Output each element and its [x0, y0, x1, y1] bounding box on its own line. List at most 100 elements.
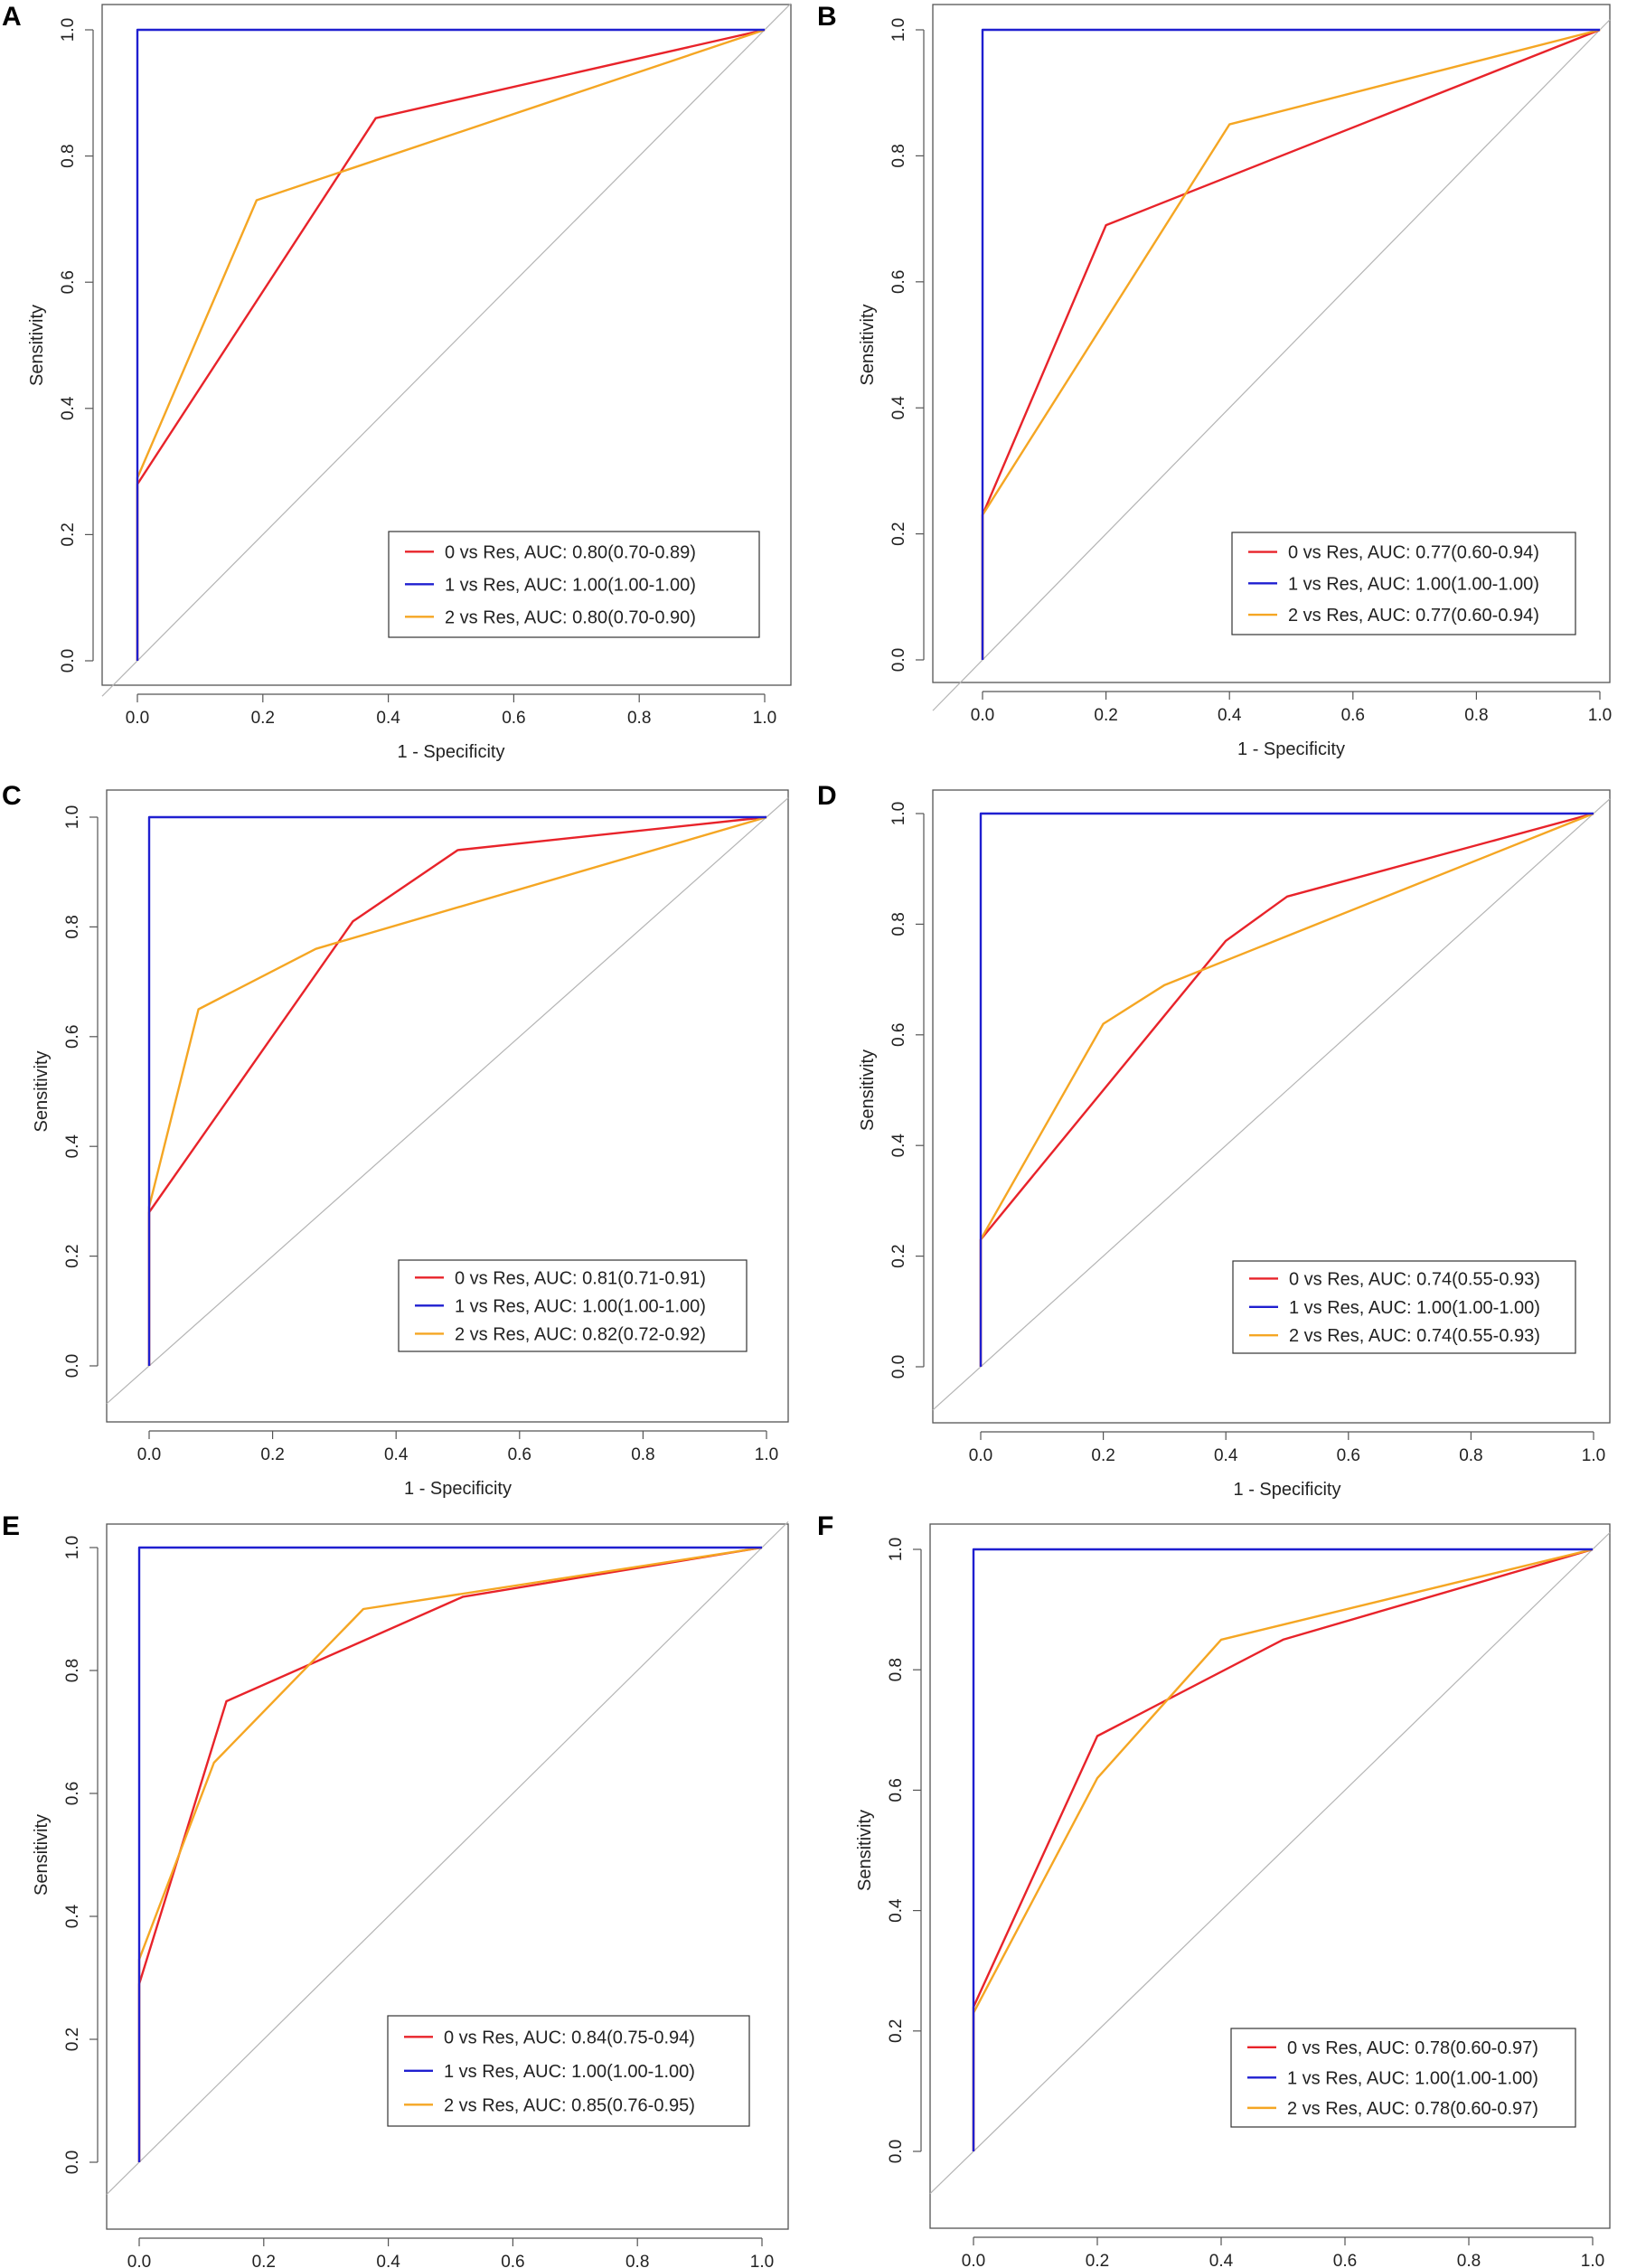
legend-box-e — [387, 2015, 750, 2127]
x-tick-label-d-0: 0.0 — [969, 1446, 992, 1465]
y-tick-label-c-0: 0.0 — [63, 1354, 82, 1378]
y-tick-label-c-2: 0.4 — [63, 1134, 82, 1159]
legend-box-d — [1232, 1260, 1576, 1354]
legend-entry-e-2: 2 vs Res, AUC: 0.85(0.76-0.95) — [444, 2095, 695, 2115]
x-tick-label-c-1: 0.2 — [260, 1445, 284, 1464]
roc-curve-c-blue — [147, 815, 766, 1366]
y-tick-label-c-4: 0.8 — [63, 915, 82, 938]
x-tick-label-c-2: 0.4 — [384, 1445, 409, 1464]
y-tick-label-e-0: 0.0 — [63, 2150, 82, 2174]
legend-entry-b-1: 1 vs Res, AUC: 1.00(1.00-1.00) — [1288, 574, 1539, 594]
legend-entry-d-0: 0 vs Res, AUC: 0.74(0.55-0.93) — [1289, 1269, 1540, 1289]
diagonal-reference-b — [932, 19, 1611, 711]
x-tick-label-e-3: 0.6 — [501, 2253, 524, 2268]
x-tick-label-b-4: 0.8 — [1464, 706, 1488, 725]
roc-curve-b-blue — [981, 28, 1600, 660]
panel-label-f: F — [817, 1511, 834, 1541]
y-tick-label-f-5: 1.0 — [887, 1538, 906, 1561]
y-tick-label-d-1: 0.2 — [889, 1244, 908, 1267]
x-tick-label-b-5: 1.0 — [1588, 706, 1612, 725]
y-tick-label-a-4: 0.8 — [59, 144, 78, 167]
panel-label-d: D — [817, 781, 837, 811]
x-tick-label-c-0: 0.0 — [137, 1445, 161, 1464]
y-tick-label-f-4: 0.8 — [887, 1658, 906, 1681]
plot-frame-b — [932, 4, 1611, 683]
x-tick-label-a-5: 1.0 — [753, 709, 776, 728]
y-tick-label-a-1: 0.2 — [59, 522, 78, 546]
panel-label-a: A — [2, 2, 22, 32]
x-tick-label-e-5: 1.0 — [750, 2253, 774, 2268]
x-axis-label-b: 1 - Specificity — [1237, 739, 1345, 759]
y-axis-label-d: Sensitivity — [858, 1049, 878, 1131]
y-tick-label-f-3: 0.6 — [887, 1778, 906, 1802]
plot-frame-d — [932, 789, 1611, 1424]
legend-entry-f-0: 0 vs Res, AUC: 0.78(0.60-0.97) — [1287, 2038, 1538, 2058]
x-tick-label-e-2: 0.4 — [376, 2253, 400, 2268]
legend-entry-f-2: 2 vs Res, AUC: 0.78(0.60-0.97) — [1287, 2099, 1538, 2119]
panel-label-e: E — [2, 1511, 21, 1541]
x-tick-label-b-1: 0.2 — [1094, 706, 1117, 725]
y-tick-label-d-5: 1.0 — [889, 802, 908, 825]
y-axis-label-f: Sensitivity — [855, 1810, 875, 1891]
x-tick-label-b-3: 0.6 — [1341, 706, 1365, 725]
y-tick-label-b-5: 1.0 — [889, 18, 908, 42]
x-tick-label-f-3: 0.6 — [1333, 2252, 1357, 2268]
x-tick-label-a-1: 0.2 — [251, 709, 275, 728]
x-tick-label-f-2: 0.4 — [1209, 2252, 1234, 2268]
y-tick-label-a-5: 1.0 — [59, 18, 78, 42]
y-tick-label-b-4: 0.8 — [889, 144, 908, 167]
y-axis-label-a: Sensitivity — [27, 305, 47, 386]
legend-entry-c-0: 0 vs Res, AUC: 0.81(0.71-0.91) — [455, 1268, 706, 1288]
x-tick-label-d-1: 0.2 — [1091, 1446, 1114, 1465]
y-tick-label-c-5: 1.0 — [63, 805, 82, 829]
y-tick-label-d-3: 0.6 — [889, 1023, 908, 1047]
diagonal-reference-c — [106, 797, 789, 1405]
x-tick-label-e-4: 0.8 — [625, 2253, 649, 2268]
x-tick-label-d-2: 0.4 — [1214, 1446, 1238, 1465]
plot-frame-c — [106, 789, 789, 1423]
legend-entry-d-2: 2 vs Res, AUC: 0.74(0.55-0.93) — [1289, 1326, 1540, 1346]
x-tick-label-b-2: 0.4 — [1218, 706, 1242, 725]
diagonal-reference-f — [929, 1532, 1611, 2195]
roc-curve-e-blue — [137, 1546, 762, 2162]
y-tick-label-a-0: 0.0 — [59, 649, 78, 673]
legend-box-b — [1231, 532, 1576, 635]
roc-curve-d-blue — [979, 812, 1594, 1367]
legend-entry-a-2: 2 vs Res, AUC: 0.80(0.70-0.90) — [445, 607, 696, 627]
x-tick-label-f-5: 1.0 — [1581, 2252, 1604, 2268]
legend-box-f — [1230, 2028, 1576, 2128]
y-tick-label-f-1: 0.2 — [887, 2019, 906, 2043]
y-tick-label-e-4: 0.8 — [63, 1659, 82, 1682]
y-tick-label-e-2: 0.4 — [63, 1904, 82, 1928]
x-tick-label-f-1: 0.2 — [1086, 2252, 1109, 2268]
y-tick-label-e-1: 0.2 — [63, 2028, 82, 2051]
y-tick-label-d-4: 0.8 — [889, 912, 908, 936]
y-axis-label-b: Sensitivity — [858, 304, 878, 385]
x-tick-label-d-3: 0.6 — [1337, 1446, 1360, 1465]
x-tick-label-c-5: 1.0 — [755, 1445, 778, 1464]
panel-label-c: C — [2, 781, 22, 811]
roc-curve-f-blue — [972, 1548, 1593, 2151]
y-tick-label-e-3: 0.6 — [63, 1782, 82, 1805]
plot-frame-e — [106, 1523, 789, 2230]
y-tick-label-c-1: 0.2 — [63, 1244, 82, 1267]
legend-entry-c-1: 1 vs Res, AUC: 1.00(1.00-1.00) — [455, 1296, 706, 1316]
x-tick-label-d-4: 0.8 — [1459, 1446, 1482, 1465]
plot-frame-f — [929, 1523, 1611, 2229]
y-tick-label-f-2: 0.4 — [887, 1898, 906, 1923]
y-tick-label-b-2: 0.4 — [889, 396, 908, 420]
y-tick-label-a-3: 0.6 — [59, 270, 78, 294]
diagonal-reference-a — [101, 3, 792, 697]
legend-entry-a-1: 1 vs Res, AUC: 1.00(1.00-1.00) — [445, 575, 696, 595]
legend-entry-f-1: 1 vs Res, AUC: 1.00(1.00-1.00) — [1287, 2068, 1538, 2088]
x-tick-label-c-3: 0.6 — [508, 1445, 531, 1464]
legend-entry-b-2: 2 vs Res, AUC: 0.77(0.60-0.94) — [1288, 606, 1539, 626]
y-axis-label-e: Sensitivity — [32, 1814, 52, 1896]
legend-entry-b-0: 0 vs Res, AUC: 0.77(0.60-0.94) — [1288, 543, 1539, 563]
plot-frame-a — [101, 4, 792, 686]
y-tick-label-b-1: 0.2 — [889, 522, 908, 545]
y-tick-label-d-2: 0.4 — [889, 1134, 908, 1158]
x-tick-label-d-5: 1.0 — [1582, 1446, 1605, 1465]
y-tick-label-b-3: 0.6 — [889, 270, 908, 294]
